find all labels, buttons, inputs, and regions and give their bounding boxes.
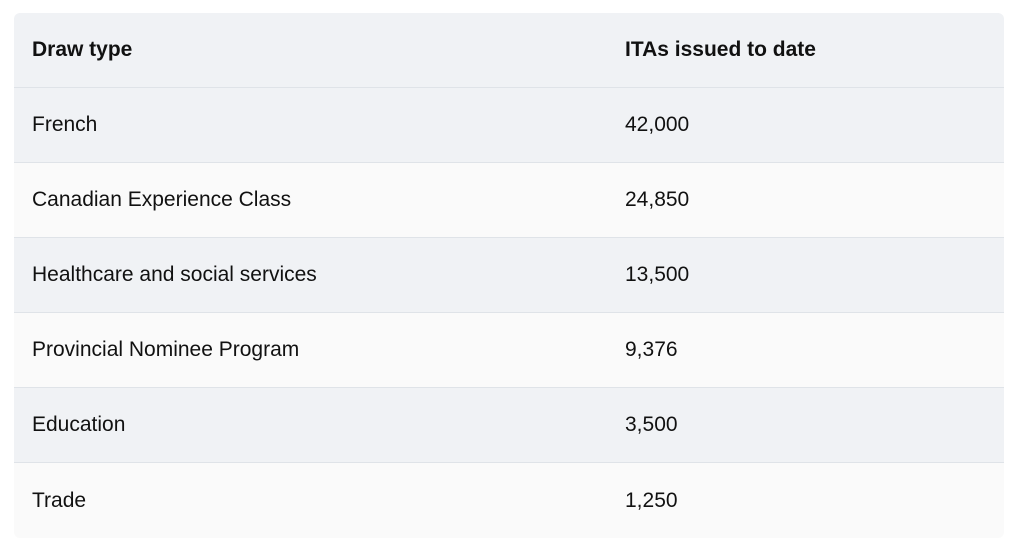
table-row: Canadian Experience Class 24,850 [14,163,1004,238]
draw-type-cell: French [32,113,98,136]
table-row: Provincial Nominee Program 9,376 [14,313,1004,388]
ita-table: Draw type ITAs issued to date French 42,… [14,13,1004,538]
draw-type-cell: Trade [32,488,87,512]
itas-count-cell: 24,850 [625,188,690,211]
table-header-row: Draw type ITAs issued to date [14,13,1004,88]
draw-type-cell: Canadian Experience Class [32,188,292,211]
draw-type-cell: Provincial Nominee Program [32,338,300,361]
table-row: Trade 1,250 [14,463,1004,538]
table-row: Healthcare and social services 13,500 [14,238,1004,313]
header-itas-issued: ITAs issued to date [625,38,816,61]
draw-type-cell: Healthcare and social services [32,263,317,286]
itas-count-cell: 42,000 [625,113,690,136]
table-row: French 42,000 [14,88,1004,163]
table-row: Education 3,500 [14,388,1004,463]
itas-count-cell: 1,250 [625,488,678,512]
header-draw-type: Draw type [32,38,133,61]
itas-count-cell: 9,376 [625,338,678,361]
itas-count-cell: 13,500 [625,263,690,286]
itas-count-cell: 3,500 [625,413,678,436]
draw-type-cell: Education [32,413,126,436]
